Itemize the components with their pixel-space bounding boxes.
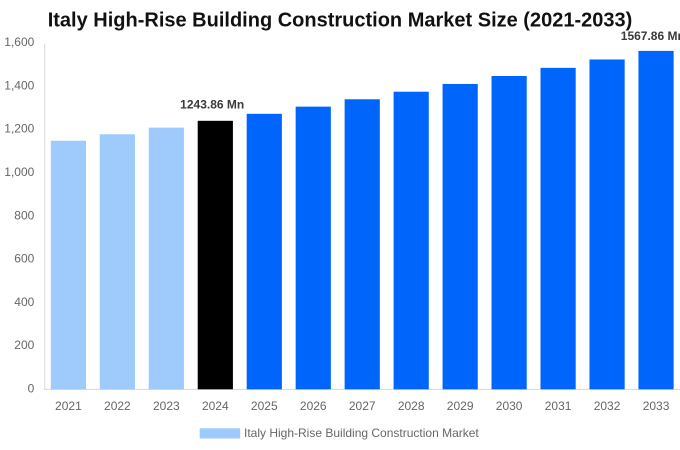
svg-text:1,600: 1,600 [4, 35, 34, 49]
svg-text:400: 400 [14, 295, 34, 309]
svg-text:2031: 2031 [545, 399, 572, 413]
svg-text:800: 800 [14, 208, 34, 222]
svg-text:200: 200 [14, 338, 34, 352]
svg-text:0: 0 [28, 382, 35, 396]
svg-text:2023: 2023 [153, 399, 180, 413]
svg-text:2027: 2027 [349, 399, 376, 413]
svg-text:2032: 2032 [594, 399, 621, 413]
svg-text:2029: 2029 [447, 399, 474, 413]
svg-text:1,400: 1,400 [4, 78, 34, 92]
svg-text:2030: 2030 [496, 399, 523, 413]
svg-text:2028: 2028 [398, 399, 425, 413]
svg-text:Italy High-Rise Building Const: Italy High-Rise Building Construction Ma… [48, 10, 633, 32]
svg-text:1243.86 Mn: 1243.86 Mn [180, 98, 244, 112]
svg-text:1,200: 1,200 [4, 122, 34, 136]
svg-text:2033: 2033 [643, 399, 670, 413]
svg-text:2025: 2025 [251, 399, 278, 413]
svg-text:600: 600 [14, 252, 34, 266]
svg-text:2021: 2021 [55, 399, 82, 413]
svg-text:1,000: 1,000 [4, 165, 34, 179]
svg-text:Italy High-Rise Building Const: Italy High-Rise Building Construction Ma… [244, 426, 479, 440]
svg-text:1567.86 Mn: 1567.86 Mn [621, 29, 680, 43]
svg-text:2026: 2026 [300, 399, 327, 413]
svg-text:2022: 2022 [104, 399, 131, 413]
svg-text:2024: 2024 [202, 399, 229, 413]
